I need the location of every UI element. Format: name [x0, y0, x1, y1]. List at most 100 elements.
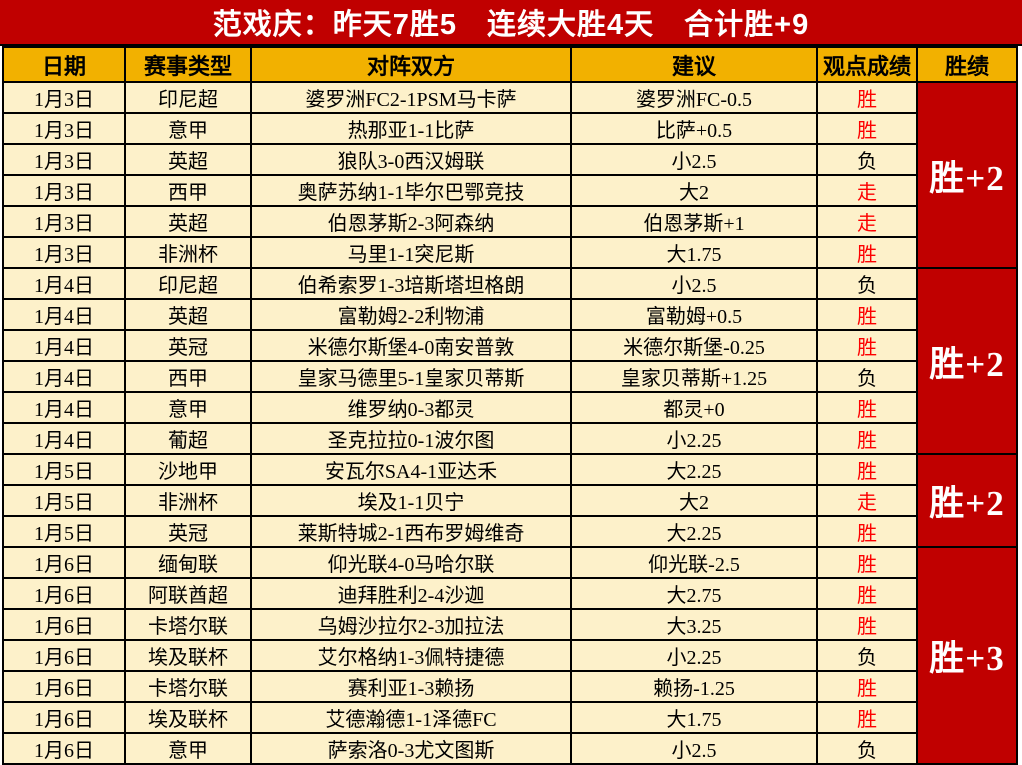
league-cell: 英冠: [124, 329, 252, 362]
table-row: 1月6日 埃及联杯 艾尔格纳1-3佩特捷德 小2.25 负: [2, 639, 1017, 672]
table-row: 1月6日 卡塔尔联 赛利亚1-3赖扬 赖扬-1.25 胜: [2, 670, 1017, 703]
match-cell: 埃及1-1贝宁: [250, 484, 572, 517]
result-cell: 走: [816, 174, 918, 207]
match-cell: 莱斯特城2-1西布罗姆维奇: [250, 515, 572, 548]
match-cell: 萨索洛0-3尤文图斯: [250, 732, 572, 765]
tip-cell: 富勒姆+0.5: [570, 298, 818, 331]
result-cell: 负: [816, 639, 918, 672]
tip-cell: 伯恩茅斯+1: [570, 205, 818, 238]
table-row: 1月3日 印尼超 婆罗洲FC2-1PSM马卡萨 婆罗洲FC-0.5 胜胜+2: [2, 81, 1018, 269]
match-cell: 热那亚1-1比萨: [250, 112, 572, 145]
result-cell: 胜: [816, 577, 918, 610]
date-cell: 1月3日: [2, 205, 126, 238]
date-cell: 1月3日: [2, 112, 126, 145]
date-cell: 1月3日: [2, 174, 126, 207]
tip-cell: 小2.25: [570, 422, 818, 455]
match-cell: 马里1-1突尼斯: [250, 236, 572, 269]
col-header-league: 赛事类型: [124, 46, 252, 83]
result-cell: 胜: [816, 701, 918, 734]
table-row: 1月3日 意甲 热那亚1-1比萨 比萨+0.5 胜: [2, 112, 1017, 145]
match-cell: 奥萨苏纳1-1毕尔巴鄂竞技: [250, 174, 572, 207]
league-cell: 意甲: [124, 391, 252, 424]
date-cell: 1月3日: [2, 81, 126, 114]
match-cell: 艾德瀚德1-1泽德FC: [250, 701, 572, 734]
date-cell: 1月6日: [2, 577, 126, 610]
result-cell: 胜: [816, 670, 918, 703]
result-cell: 胜: [816, 112, 918, 145]
match-cell: 狼队3-0西汉姆联: [250, 143, 572, 176]
table-row: 1月6日 阿联酋超 迪拜胜利2-4沙迦 大2.75 胜: [2, 577, 1017, 610]
match-cell: 伯希索罗1-3培斯塔坦格朗: [250, 267, 572, 300]
league-cell: 卡塔尔联: [124, 670, 252, 703]
date-cell: 1月4日: [2, 267, 126, 300]
league-cell: 意甲: [124, 732, 252, 765]
result-cell: 负: [816, 732, 918, 765]
tip-cell: 小2.5: [570, 143, 818, 176]
table-row: 1月3日 非洲杯 马里1-1突尼斯 大1.75 胜: [2, 236, 1017, 269]
result-cell: 胜: [816, 546, 918, 579]
tip-cell: 皇家贝蒂斯+1.25: [570, 360, 818, 393]
date-cell: 1月5日: [2, 453, 126, 486]
match-cell: 艾尔格纳1-3佩特捷德: [250, 639, 572, 672]
date-cell: 1月4日: [2, 329, 126, 362]
table-row: 1月6日 缅甸联 仰光联4-0马哈尔联 仰光联-2.5 胜胜+3: [2, 546, 1018, 765]
league-cell: 沙地甲: [124, 453, 252, 486]
league-cell: 西甲: [124, 360, 252, 393]
result-cell: 胜: [816, 236, 918, 269]
league-cell: 阿联酋超: [124, 577, 252, 610]
table-row: 1月6日 埃及联杯 艾德瀚德1-1泽德FC 大1.75 胜: [2, 701, 1017, 734]
tip-cell: 大2.25: [570, 453, 818, 486]
match-cell: 婆罗洲FC2-1PSM马卡萨: [250, 81, 572, 114]
match-cell: 皇家马德里5-1皇家贝蒂斯: [250, 360, 572, 393]
league-cell: 缅甸联: [124, 546, 252, 579]
date-cell: 1月5日: [2, 484, 126, 517]
match-cell: 圣克拉拉0-1波尔图: [250, 422, 572, 455]
table-row: 1月5日 沙地甲 安瓦尔SA4-1亚达禾 大2.25 胜胜+2: [2, 453, 1018, 548]
tip-cell: 大2.75: [570, 577, 818, 610]
tip-cell: 仰光联-2.5: [570, 546, 818, 579]
date-cell: 1月3日: [2, 236, 126, 269]
result-cell: 胜: [816, 81, 918, 114]
table-row: 1月3日 英超 伯恩茅斯2-3阿森纳 伯恩茅斯+1 走: [2, 205, 1017, 238]
date-cell: 1月6日: [2, 639, 126, 672]
tip-cell: 赖扬-1.25: [570, 670, 818, 703]
header-row: 日期 赛事类型 对阵双方 建议 观点成绩 胜绩: [2, 46, 1018, 83]
group-summary-cell: 胜+3: [916, 546, 1018, 765]
match-cell: 维罗纳0-3都灵: [250, 391, 572, 424]
result-cell: 走: [816, 484, 918, 517]
date-cell: 1月4日: [2, 298, 126, 331]
result-cell: 胜: [816, 515, 918, 548]
result-cell: 胜: [816, 329, 918, 362]
result-cell: 胜: [816, 422, 918, 455]
group-summary-cell: 胜+2: [916, 453, 1018, 548]
table-row: 1月3日 西甲 奥萨苏纳1-1毕尔巴鄂竞技 大2 走: [2, 174, 1017, 207]
group-summary-cell: 胜+2: [916, 267, 1018, 455]
tip-cell: 大2.25: [570, 515, 818, 548]
tip-cell: 米德尔斯堡-0.25: [570, 329, 818, 362]
league-cell: 英冠: [124, 515, 252, 548]
tip-cell: 小2.5: [570, 267, 818, 300]
league-cell: 英超: [124, 205, 252, 238]
league-cell: 非洲杯: [124, 484, 252, 517]
match-cell: 乌姆沙拉尔2-3加拉法: [250, 608, 572, 641]
table-body: 1月3日 印尼超 婆罗洲FC2-1PSM马卡萨 婆罗洲FC-0.5 胜胜+2 1月3日 意甲…: [2, 81, 1018, 765]
table-row: 1月4日 英超 富勒姆2-2利物浦 富勒姆+0.5 胜: [2, 298, 1017, 331]
date-cell: 1月4日: [2, 360, 126, 393]
tip-cell: 大3.25: [570, 608, 818, 641]
match-cell: 富勒姆2-2利物浦: [250, 298, 572, 331]
date-cell: 1月6日: [2, 546, 126, 579]
group-summary-cell: 胜+2: [916, 81, 1018, 269]
match-cell: 米德尔斯堡4-0南安普敦: [250, 329, 572, 362]
league-cell: 印尼超: [124, 81, 252, 114]
col-header-date: 日期: [2, 46, 126, 83]
table-row: 1月5日 英冠 莱斯特城2-1西布罗姆维奇 大2.25 胜: [2, 515, 1017, 548]
table-row: 1月5日 非洲杯 埃及1-1贝宁 大2 走: [2, 484, 1017, 517]
date-cell: 1月3日: [2, 143, 126, 176]
table-row: 1月4日 葡超 圣克拉拉0-1波尔图 小2.25 胜: [2, 422, 1017, 455]
league-cell: 非洲杯: [124, 236, 252, 269]
col-header-record: 胜绩: [916, 46, 1018, 83]
league-cell: 葡超: [124, 422, 252, 455]
tip-cell: 大1.75: [570, 236, 818, 269]
result-cell: 胜: [816, 453, 918, 486]
tip-cell: 比萨+0.5: [570, 112, 818, 145]
